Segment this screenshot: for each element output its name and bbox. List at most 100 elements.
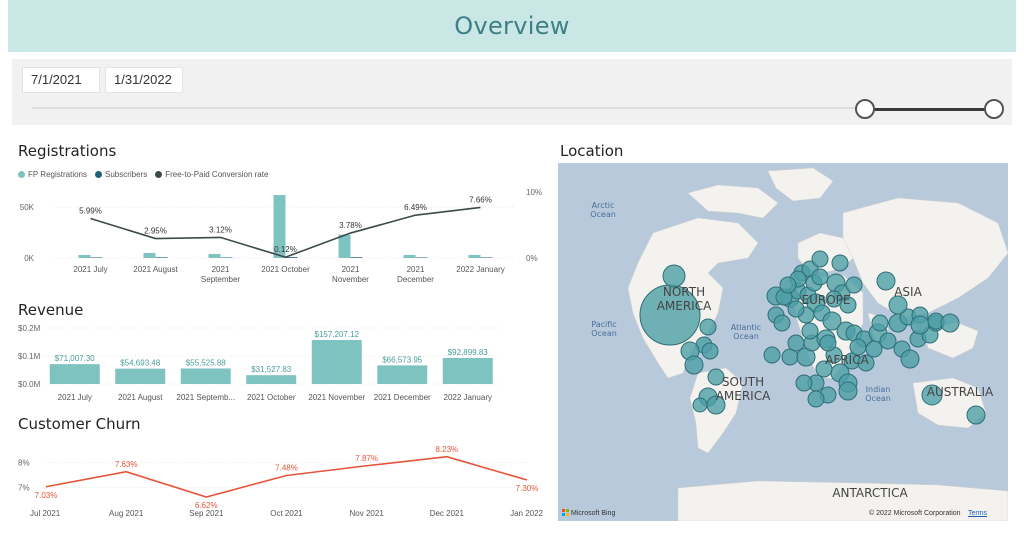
x-tick-label: Jan 2022 xyxy=(510,509,543,518)
map-bubble xyxy=(857,354,875,372)
map-bubble xyxy=(815,360,833,378)
x-tick-label: 2021 December xyxy=(374,393,431,402)
x-tick-label: Dec 2021 xyxy=(430,509,465,518)
map-bubble xyxy=(940,313,960,333)
x-tick-label: Sep 2021 xyxy=(189,509,224,518)
map-bubble xyxy=(879,332,897,350)
x-tick-label: 2021 October xyxy=(247,393,296,402)
legend-label: Free-to-Paid Conversion rate xyxy=(165,170,269,179)
continent-label-asia: ASIA xyxy=(894,285,922,299)
map-bubble xyxy=(888,295,908,315)
map-bubble xyxy=(662,264,686,288)
data-label-revenue: $31,527.83 xyxy=(251,365,292,374)
continent-label-antarctica: ANTARCTICA xyxy=(832,486,908,500)
data-label-revenue: $55,525.88 xyxy=(186,358,227,367)
bar-revenue xyxy=(115,368,166,384)
data-label-churn: 7.63% xyxy=(115,460,138,469)
page-title: Overview xyxy=(454,12,570,40)
map-bubble xyxy=(807,390,825,408)
data-label-conversion: 2.95% xyxy=(144,227,167,236)
registrations-title: Registrations xyxy=(18,142,117,160)
data-label-revenue: $157,207.12 xyxy=(315,330,360,339)
map-bubble xyxy=(900,349,920,369)
continent-label-south-america: SOUTH AMERICA xyxy=(715,375,771,403)
bar-fp-registrations xyxy=(208,253,221,258)
map-bubble xyxy=(811,250,829,268)
map-bubble xyxy=(865,340,883,358)
legend-dot xyxy=(95,171,102,178)
y-tick-label: 7% xyxy=(18,484,30,493)
legend-item-fp-registrations[interactable]: FP Registrations xyxy=(18,170,87,179)
data-label-revenue: $54,693.48 xyxy=(120,359,161,368)
legend-item-conversion-rate[interactable]: Free-to-Paid Conversion rate xyxy=(155,170,268,179)
x-tick-label: Jul 2021 xyxy=(30,509,61,518)
start-date-input[interactable]: 7/1/2021 xyxy=(22,67,100,93)
bar-fp-registrations xyxy=(78,254,91,258)
legend-label: FP Registrations xyxy=(28,170,87,179)
x-tick-label: 2022 January xyxy=(456,265,504,274)
map-bubble xyxy=(966,405,986,425)
map-terms-link[interactable]: Terms xyxy=(968,510,988,517)
x-tick-label: 2021 July xyxy=(58,393,92,402)
y-tick-label: $0.1M xyxy=(18,352,41,361)
x-tick-label: September xyxy=(201,275,240,284)
x-tick-label: Nov 2021 xyxy=(350,509,385,518)
bar-revenue xyxy=(377,365,428,384)
map-bubble xyxy=(921,384,943,406)
location-map[interactable]: Arctic Ocean Pacific Ocean Atlantic Ocean I… xyxy=(558,163,1008,521)
map-bubble xyxy=(795,374,813,392)
bar-revenue xyxy=(246,375,297,384)
data-label-conversion: 3.12% xyxy=(209,225,232,234)
map-bubble xyxy=(692,397,708,413)
x-tick-label: November xyxy=(332,275,369,284)
x-tick-label: Aug 2021 xyxy=(109,509,144,518)
continent-label-africa: AFRICA xyxy=(825,353,869,367)
bar-subscribers xyxy=(285,257,298,258)
data-label-churn: 7.48% xyxy=(275,464,298,473)
data-label-revenue: $71,007.30 xyxy=(55,354,96,363)
legend-item-subscribers[interactable]: Subscribers xyxy=(95,170,147,179)
x-tick-label: Oct 2021 xyxy=(270,509,303,518)
ocean-label-arctic: Arctic Ocean xyxy=(590,201,616,219)
x-tick-label: 2021 August xyxy=(118,393,163,402)
legend-dot xyxy=(155,171,163,178)
slider-selected-range xyxy=(865,108,993,111)
bar-revenue xyxy=(311,339,362,384)
line-conversion-rate xyxy=(90,206,481,259)
data-label-churn: 6.62% xyxy=(195,501,218,510)
legend-dot xyxy=(18,171,25,178)
end-date-input[interactable]: 1/31/2022 xyxy=(105,67,183,93)
map-bubble xyxy=(787,300,805,318)
map-bubble xyxy=(811,268,829,286)
legend-label: Subscribers xyxy=(105,170,148,179)
map-bubble xyxy=(684,355,704,375)
ocean-label-atlantic: Atlantic Ocean xyxy=(730,323,762,341)
line-churn xyxy=(45,455,528,498)
map-bubble xyxy=(706,395,726,415)
slider-start-handle[interactable] xyxy=(855,99,875,119)
data-label-churn: 7.03% xyxy=(35,491,58,500)
bar-fp-registrations xyxy=(273,195,286,258)
bar-subscribers xyxy=(220,257,233,258)
x-tick-label: 2021 November xyxy=(308,393,365,402)
bar-subscribers xyxy=(480,257,493,258)
x-tick-label: 2021 October xyxy=(261,265,310,274)
map-bubble xyxy=(825,290,843,308)
slider-track xyxy=(32,107,862,109)
x-tick-label: 2021 August xyxy=(133,265,178,274)
revenue-chart: $0.0M $0.1M $0.2M $71,007.30 2021 July $54,69… xyxy=(18,324,501,402)
date-range-slicer: 7/1/2021 1/31/2022 xyxy=(12,59,1012,125)
bar-fp-registrations xyxy=(403,254,416,258)
continent-label-europe: EUROPE xyxy=(801,293,851,307)
map-bubble xyxy=(822,311,842,331)
continent-label-australia: AUSTRALIA xyxy=(926,385,994,399)
data-label-churn: 7.87% xyxy=(355,454,378,463)
map-bubble xyxy=(910,315,930,335)
map-bing-label: Microsoft Bing xyxy=(571,510,616,517)
map-bubble xyxy=(838,381,858,401)
slider-end-handle[interactable] xyxy=(984,99,1004,119)
x-tick-label: 2021 xyxy=(407,265,425,274)
location-title: Location xyxy=(560,142,624,160)
map-bubble xyxy=(779,276,797,294)
bing-logo xyxy=(562,509,569,516)
